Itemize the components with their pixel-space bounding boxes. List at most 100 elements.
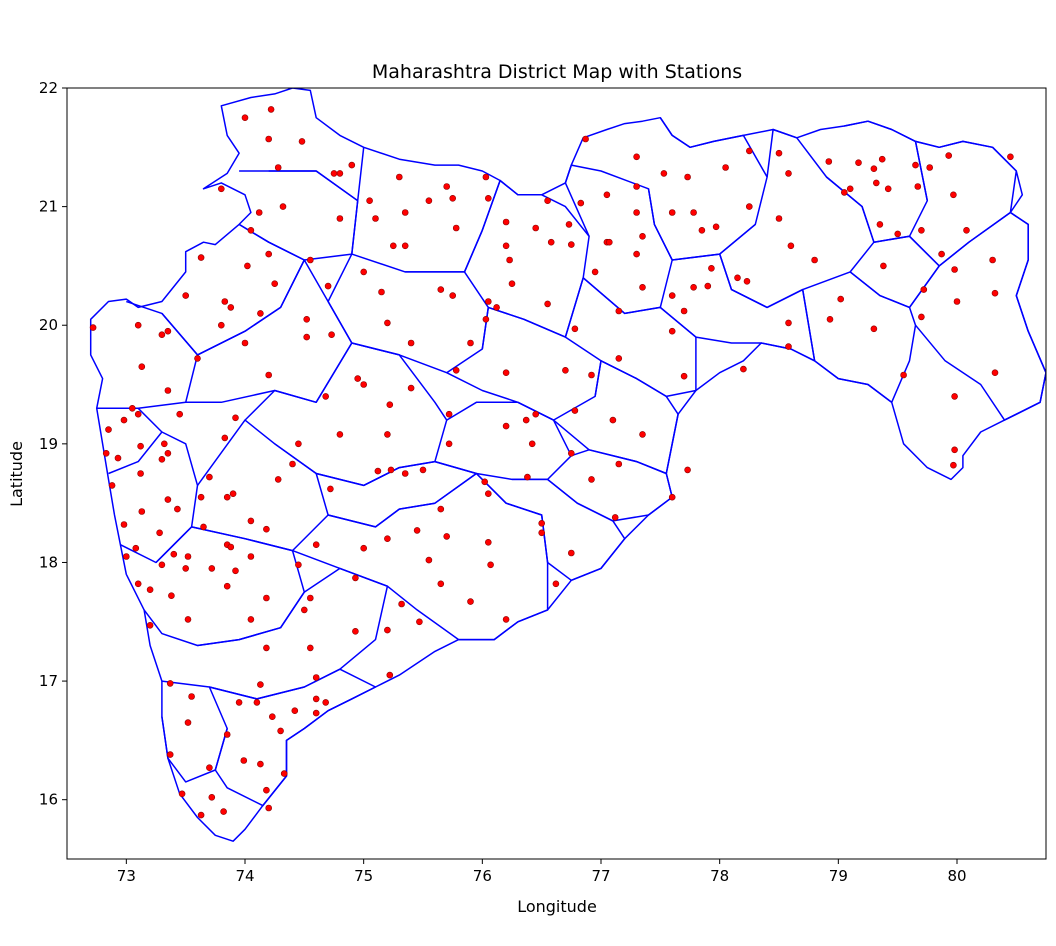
station-marker: [336, 431, 344, 438]
station-marker: [639, 283, 646, 291]
station-marker: [158, 561, 166, 569]
station-marker: [775, 215, 783, 222]
station-marker: [407, 339, 415, 347]
station-marker: [360, 544, 368, 552]
station-marker: [502, 218, 510, 226]
station-marker: [354, 375, 362, 382]
station-marker: [603, 191, 611, 199]
station-marker: [785, 170, 792, 177]
station-marker: [837, 295, 845, 303]
station-marker: [704, 282, 712, 290]
station-marker: [668, 327, 676, 335]
station-marker: [156, 529, 163, 537]
station-marker: [235, 699, 243, 706]
station-marker: [745, 147, 753, 155]
station-marker: [684, 466, 691, 474]
station-marker: [322, 699, 330, 706]
x-tick-label: 77: [591, 867, 610, 885]
station-marker: [840, 189, 848, 196]
station-marker: [271, 280, 279, 288]
station-marker: [487, 561, 494, 569]
station-marker: [182, 565, 189, 572]
station-marker: [274, 476, 282, 483]
station-marker: [615, 307, 623, 315]
station-marker: [134, 321, 142, 329]
station-marker: [502, 422, 510, 430]
station-marker: [227, 543, 235, 551]
station-marker: [991, 369, 999, 377]
station-marker: [134, 410, 142, 418]
station-marker: [164, 327, 172, 335]
chart-title: Maharashtra District Map with Stations: [372, 61, 742, 83]
station-marker: [876, 221, 884, 228]
station-marker: [267, 106, 275, 113]
station-marker: [164, 387, 172, 394]
station-marker: [384, 431, 391, 438]
station-marker: [712, 223, 720, 231]
station-marker: [571, 325, 579, 333]
station-marker: [352, 627, 359, 635]
station-marker: [920, 286, 928, 293]
station-marker: [419, 466, 427, 474]
station-marker: [164, 449, 172, 457]
station-marker: [240, 757, 248, 764]
x-tick-label: 78: [710, 867, 729, 885]
station-marker: [577, 199, 585, 207]
district-boundary: [801, 271, 917, 404]
station-marker: [872, 179, 880, 187]
station-marker: [168, 592, 175, 600]
station-marker: [166, 751, 174, 758]
station-marker: [878, 155, 886, 163]
station-marker: [609, 416, 617, 424]
station-marker: [785, 319, 792, 327]
station-marker: [633, 209, 640, 216]
station-marker: [289, 460, 296, 468]
station-marker: [166, 680, 174, 687]
station-marker: [443, 183, 451, 190]
station-marker: [567, 241, 575, 248]
station-marker: [257, 681, 264, 688]
station-marker: [571, 407, 579, 414]
station-marker: [846, 185, 854, 193]
station-marker: [825, 158, 833, 165]
station-marker: [123, 553, 130, 560]
district-boundary: [185, 259, 353, 404]
station-marker: [374, 467, 382, 475]
station-marker: [639, 233, 646, 240]
station-marker: [257, 310, 264, 317]
x-tick-label: 76: [473, 867, 492, 885]
station-marker: [951, 446, 958, 454]
station-marker: [229, 490, 237, 498]
station-marker: [880, 262, 887, 270]
station-marker: [552, 580, 560, 588]
station-marker: [484, 490, 492, 498]
station-marker: [265, 135, 273, 143]
station-marker: [277, 727, 284, 735]
station-marker: [639, 431, 646, 438]
station-marker: [247, 227, 255, 234]
station-marker: [660, 170, 668, 177]
station-marker: [690, 209, 697, 216]
station-marker: [312, 674, 320, 681]
station-marker: [389, 242, 397, 250]
station-marker: [336, 215, 344, 222]
station-marker: [951, 266, 958, 273]
station-marker: [134, 580, 142, 588]
station-marker: [502, 369, 510, 377]
station-marker: [352, 574, 359, 582]
station-marker: [588, 371, 595, 379]
station-marker: [221, 434, 229, 442]
station-marker: [445, 440, 453, 448]
station-marker: [398, 600, 405, 608]
station-marker: [178, 790, 186, 798]
station-marker: [826, 315, 834, 323]
station-marker: [138, 508, 146, 515]
station-marker: [502, 616, 510, 623]
station-marker: [146, 586, 154, 594]
station-marker: [680, 307, 688, 315]
station-marker: [208, 565, 216, 572]
station-marker: [437, 505, 445, 513]
station-marker: [161, 440, 168, 448]
station-marker: [164, 496, 172, 503]
